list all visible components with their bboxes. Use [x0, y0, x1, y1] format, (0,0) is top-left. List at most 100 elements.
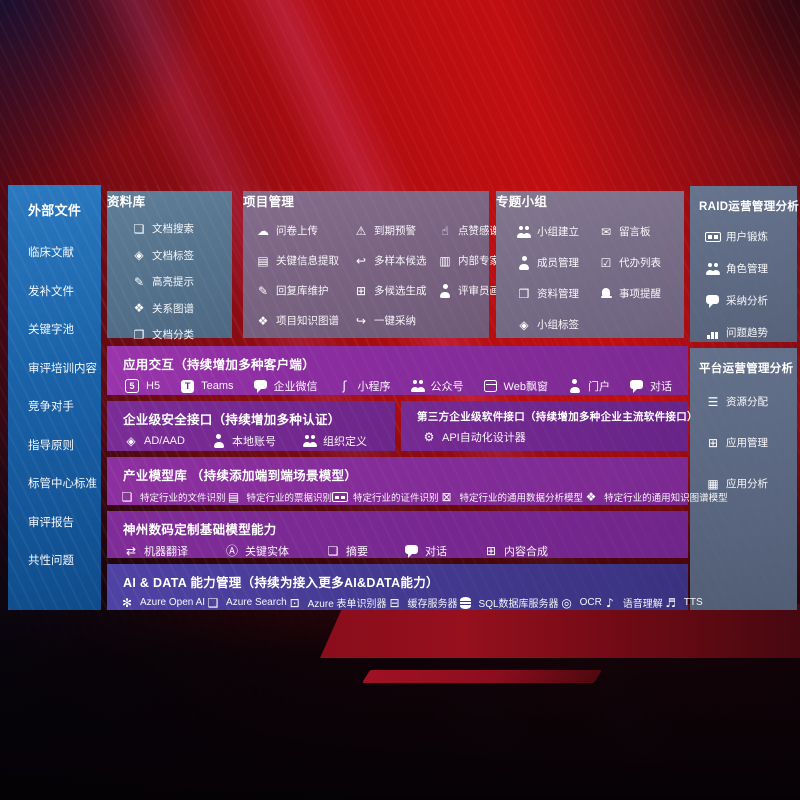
item-label: 角色管理 — [726, 263, 768, 275]
raid-list: 用户锻炼 角色管理 采纳分析 问题趋势 — [690, 229, 797, 340]
item-content-synthesis: ⊞ 内容合成 — [483, 543, 548, 559]
panel-project-management: 项目管理 ☁ 问卷上传 ⚠ 到期预警 ☝ 点赞感谢 ▤ 关键信息提取 ↩ 多样本候选 ▥ 内… — [243, 191, 521, 338]
item-azure-search: ❑ Azure Search — [205, 596, 287, 610]
item-label: 指导原则 — [28, 439, 74, 452]
item-material-manage: ❒ 资料管理 — [516, 286, 598, 301]
item-label: 内容合成 — [504, 546, 548, 558]
sidebar-list: 临床文献 发补文件 关键字池 审评培训内容 竞争对手 指导原则 标管中心标准 审… — [8, 244, 101, 568]
graph-icon: ❖ — [257, 313, 269, 328]
item-key-entity: Ⓐ 关键实体 — [224, 543, 289, 559]
id-card-icon — [332, 490, 349, 504]
reply-arrow-icon: ↩ — [355, 253, 367, 268]
item-cache-server: ⊟ 缓存服务器 — [387, 595, 458, 611]
item-label: Azure Search — [226, 597, 287, 608]
item-label: 文档标签 — [152, 249, 194, 262]
ocr-icon: ◎ — [561, 595, 572, 610]
background-bar-shape — [361, 670, 603, 683]
item-label: 竞争对手 — [28, 401, 74, 413]
s-curve-icon: ʃ — [342, 379, 347, 393]
item-h5: 5 H5 — [123, 378, 160, 394]
item-machine-translation: ⇄ 机器翻译 — [123, 543, 188, 559]
item-label: 特定行业的文件识别 — [140, 493, 226, 504]
item-label: TTS — [683, 597, 703, 608]
item-label: 小组建立 — [537, 226, 579, 238]
item-label: 留言板 — [619, 226, 651, 238]
item-label: 采纳分析 — [726, 295, 768, 307]
people-icon — [302, 434, 318, 448]
item-doc-search: ❏ 文档搜索 — [131, 221, 232, 236]
item-azure-open-ai: ✻ Azure Open AI — [119, 596, 205, 610]
item-label: 应用管理 — [726, 437, 768, 449]
item-ocr: ◎ OCR — [559, 595, 601, 610]
item-label: 本地账号 — [231, 436, 276, 448]
envelope-icon: ✉ — [600, 224, 612, 239]
groups-grid: 小组建立 ✉ 留言板 成员管理 ☑ 代办列表 ❒ 资料管理 事项提醒 ◈ 小组标签 — [516, 224, 680, 332]
item-doc-tag: ◈ 文档标签 — [131, 248, 232, 263]
item-member-manage: 成员管理 — [516, 255, 598, 270]
item-one-click-adopt: ↪ 一键采纳 — [353, 313, 437, 328]
band-title: 企业级安全接口（持续增加多种认证） — [123, 413, 341, 427]
panel-external-files: 外部文件 临床文献 发补文件 关键字池 审评培训内容 竞争对手 指导原则 标管中… — [8, 185, 101, 610]
doc-lines-icon: ▤ — [227, 490, 240, 504]
chart-grid-icon: ▦ — [707, 476, 719, 491]
item-relation-graph: ❖ 关系图谱 — [131, 301, 232, 316]
band-title: AI & DATA 能力管理（持续为接入更多AI&DATA能力） — [123, 576, 439, 590]
item-todo-list: ☑ 代办列表 — [598, 255, 680, 270]
item-multi-candidate-generate: ⊞ 多候选生成 — [353, 283, 437, 298]
doc-icon: ❏ — [327, 544, 339, 558]
item-api-designer: ⚙ API自动化设计器 — [421, 429, 526, 445]
bell-icon — [598, 287, 614, 301]
item-reply-lib-maintain: ✎ 回复库维护 — [255, 283, 353, 298]
item-label: 发补文件 — [28, 285, 74, 298]
band-app-interaction: 应用交互（持续增加多种客户端） 5 H5 T Teams 企业微信 ʃ 小程序 公众号… — [107, 346, 688, 395]
item-user-training: 用户锻炼 — [705, 229, 797, 244]
item-label: 小组标签 — [537, 319, 579, 331]
item-app-analysis: ▦ 应用分析 — [705, 476, 797, 491]
item-azure-form-recognizer: ⊡ Azure 表单识别器 — [287, 595, 387, 611]
doc-icon: ❏ — [121, 490, 133, 504]
band-title: 第三方企业级软件接口（持续增加多种企业主流软件接口） — [417, 411, 698, 423]
item-multi-sample-candidate: ↩ 多样本候选 — [353, 253, 437, 268]
item-label: 共性问题 — [28, 555, 74, 567]
voice-icon: ♪ — [605, 595, 614, 610]
item-role-manage: 角色管理 — [705, 261, 797, 276]
item-label: 关键实体 — [245, 546, 289, 558]
graph-icon: ❖ — [133, 301, 145, 315]
item-label: 特定行业的证件识别 — [353, 493, 439, 504]
people-icon — [516, 225, 532, 239]
panel-raid-ops-analysis: RAID运营管理分析 用户锻炼 角色管理 采纳分析 问题趋势 — [690, 186, 799, 342]
server-icon: ⊟ — [389, 595, 400, 610]
item-questionnaire-upload: ☁ 问卷上传 — [255, 223, 353, 238]
item-label: 一键采纳 — [374, 315, 416, 327]
item-label: 代办列表 — [619, 257, 661, 269]
item-label: 组织定义 — [322, 436, 367, 448]
item-web-popup: Web飘窗 — [483, 378, 548, 394]
item-ad-aad: ◈ AD/AAD — [123, 434, 185, 448]
item-portal: 门户 — [567, 378, 610, 394]
item-group-tag: ◈ 小组标签 — [516, 317, 598, 332]
sidebar-item-keyword-pool: 关键字池 — [28, 321, 101, 337]
item-label: 项目知识图谱 — [276, 315, 339, 327]
panel-title: 外部文件 — [28, 203, 82, 218]
doc-search-icon: ❑ — [207, 595, 219, 610]
doc-search-icon: ❏ — [133, 221, 145, 236]
item-label: 高亮提示 — [152, 276, 194, 288]
item-label: 文档搜索 — [152, 223, 194, 235]
item-label: 标管中心标准 — [28, 478, 97, 490]
people-icon — [705, 262, 721, 276]
item-label: 关系图谱 — [152, 302, 194, 315]
item-label: Azure 表单识别器 — [307, 599, 387, 610]
industry-list: ❏ 特定行业的文件识别 ▤ 特定行业的票据识别 特定行业的证件识别 ⊠ 特定行业的通用… — [107, 490, 728, 504]
item-label: API自动化设计器 — [442, 432, 526, 444]
teams-badge-icon: T — [181, 379, 195, 393]
band-ai-data-capability: AI & DATA 能力管理（持续为接入更多AI&DATA能力） ✻ Azure … — [107, 564, 703, 611]
item-label: 回复库维护 — [276, 285, 329, 297]
item-label: 审评报告 — [28, 516, 74, 529]
item-app-manage: ⊞ 应用管理 — [705, 435, 797, 450]
background-trapezoid-shape — [320, 604, 800, 658]
aidata-list: ✻ Azure Open AI ❑ Azure Search ⊡ Azure 表单识别… — [107, 595, 703, 611]
sidebar-item-clinical-literature: 临床文献 — [28, 244, 101, 260]
band-industry-models: 产业模型库 （持续添加端到端场景模型） ❏ 特定行业的文件识别 ▤ 特定行业的票据识… — [107, 457, 728, 505]
item-group-create: 小组建立 — [516, 224, 598, 239]
item-label: 临床文献 — [28, 247, 74, 259]
